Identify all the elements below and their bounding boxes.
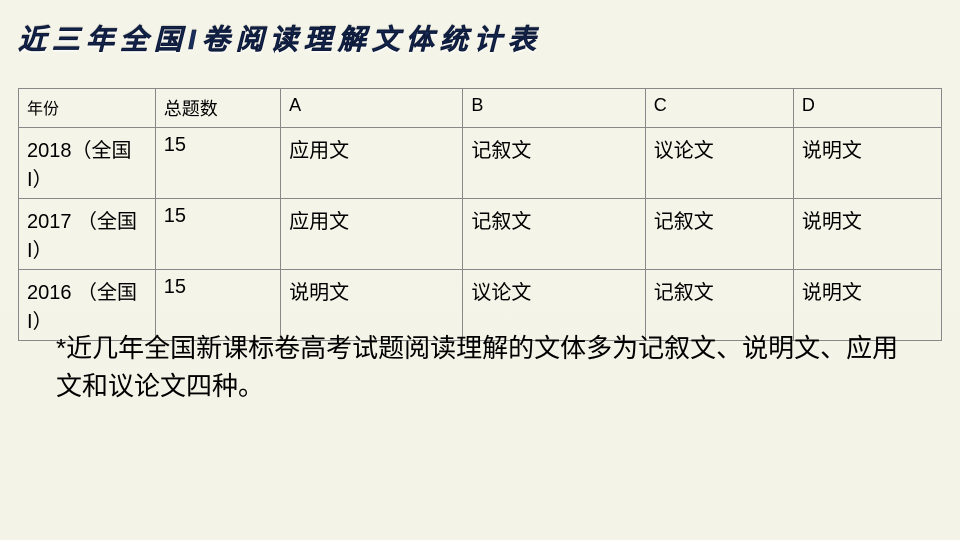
- table-row: 2017 （全国I） 15 应用文 记叙文 记叙文 说明文: [19, 199, 942, 270]
- cell-b: 记叙文: [463, 199, 645, 270]
- cell-c: 记叙文: [645, 199, 793, 270]
- footnote: *近几年全国新课标卷高考试题阅读理解的文体多为记叙文、说明文、应用文和议论文四种…: [56, 330, 906, 405]
- cell-a: 应用文: [281, 199, 463, 270]
- cell-b: 记叙文: [463, 128, 645, 199]
- stats-table: 年份 总题数 A B C D 2018（全国I） 15 应用文 记叙文 议论文 …: [18, 88, 942, 341]
- cell-d: 说明文: [793, 128, 941, 199]
- cell-a: 应用文: [281, 128, 463, 199]
- col-header-total: 总题数: [155, 89, 280, 128]
- cell-d: 说明文: [793, 199, 941, 270]
- cell-year: 2017 （全国I）: [19, 199, 156, 270]
- col-header-c: C: [645, 89, 793, 128]
- col-header-year: 年份: [19, 89, 156, 128]
- page-title: 近三年全国I卷阅读理解文体统计表: [18, 18, 542, 58]
- cell-total: 15: [155, 128, 280, 199]
- table-header-row: 年份 总题数 A B C D: [19, 89, 942, 128]
- cell-year: 2018（全国I）: [19, 128, 156, 199]
- cell-total: 15: [155, 199, 280, 270]
- cell-c: 议论文: [645, 128, 793, 199]
- col-header-b: B: [463, 89, 645, 128]
- col-header-d: D: [793, 89, 941, 128]
- table-row: 2018（全国I） 15 应用文 记叙文 议论文 说明文: [19, 128, 942, 199]
- col-header-a: A: [281, 89, 463, 128]
